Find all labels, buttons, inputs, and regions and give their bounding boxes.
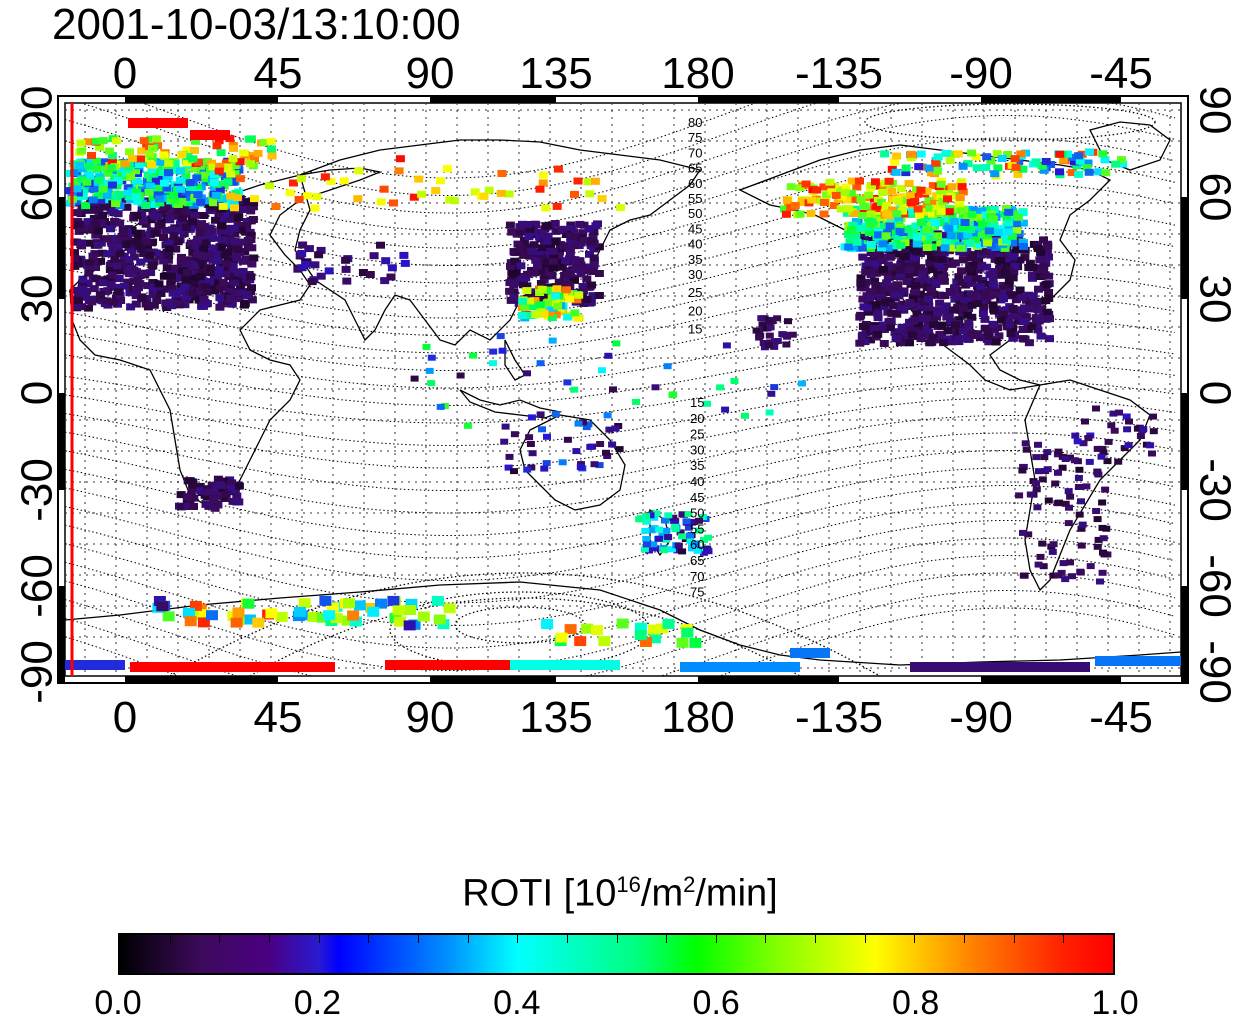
colorbar-tick	[566, 935, 568, 943]
colorbar-tick	[1013, 935, 1015, 943]
lon-tick-label-top: -135	[795, 49, 883, 98]
lon-tick-label-top: 180	[661, 49, 734, 98]
lon-tick-label-bottom: -90	[949, 693, 1013, 742]
lat-tick-label-right: -90	[1190, 640, 1239, 704]
mlat-label: 25	[688, 285, 702, 300]
roti-data-patches	[65, 118, 1181, 672]
mlat-label: 30	[690, 442, 704, 457]
lat-tick-label-left: 0	[13, 381, 62, 405]
mlat-label: 55	[688, 191, 702, 206]
mlat-label: 35	[688, 252, 702, 267]
mlat-label: 65	[690, 553, 704, 568]
lon-tick-label-bottom: 0	[113, 693, 137, 742]
lat-tick-label-left: -60	[13, 554, 62, 618]
colorbar-tick	[964, 935, 966, 943]
lat-tick-label-left: 60	[13, 173, 62, 222]
colorbar-tick	[268, 935, 270, 943]
lon-tick-label-bottom: -45	[1089, 693, 1153, 742]
colorbar-label: 0.0	[94, 984, 142, 1022]
colorbar-title: ROTI [1016/m2/min]	[462, 872, 778, 915]
lon-tick-label-top: 45	[254, 49, 303, 98]
colorbar-tick	[417, 935, 419, 943]
colorbar	[118, 933, 1115, 975]
colorbar-tick	[169, 935, 171, 943]
colorbar-label: 0.2	[293, 984, 342, 1022]
mlat-label: 15	[690, 395, 704, 410]
mlat-label: 50	[688, 206, 702, 221]
colorbar-tick	[368, 935, 370, 943]
lat-tick-label-right: 30	[1190, 275, 1239, 324]
lat-tick-label-right: 60	[1190, 173, 1239, 222]
colorbar-tick	[765, 935, 767, 943]
mlat-label: 40	[688, 237, 702, 252]
mlat-label: 65	[688, 161, 702, 176]
mlat-label: 75	[688, 130, 702, 145]
lon-tick-label-bottom: 90	[406, 693, 455, 742]
lon-tick-label-bottom: 180	[661, 693, 734, 742]
lat-tick-label-right: -30	[1190, 458, 1239, 522]
mlat-label: 55	[690, 521, 704, 536]
lat-tick-label-left: 30	[13, 275, 62, 324]
colorbar-tick	[914, 935, 916, 943]
colorbar-tick	[616, 935, 618, 943]
lon-tick-label-top: 0	[113, 49, 137, 98]
lon-tick-label-bottom: 135	[519, 693, 592, 742]
lat-tick-label-left: -90	[13, 640, 62, 704]
lat-tick-label-left: -30	[13, 458, 62, 522]
colorbar-label: 1.0	[1091, 984, 1139, 1022]
colorbar-tick	[815, 935, 817, 943]
lon-tick-label-bottom: -135	[795, 693, 883, 742]
lon-tick-label-top: -90	[949, 49, 1013, 98]
colorbar-tick	[666, 935, 668, 943]
mlat-label: 35	[690, 458, 704, 473]
colorbar-tick	[318, 935, 320, 943]
colorbar-tick	[467, 935, 469, 943]
mlat-label: 45	[690, 490, 704, 505]
mlat-label: 75	[690, 585, 704, 600]
colorbar-tick	[517, 935, 519, 943]
lat-tick-label-right: -60	[1190, 554, 1239, 618]
lat-tick-label-left: 90	[13, 86, 62, 135]
lat-tick-label-right: 0	[1190, 381, 1239, 405]
map-timestamp: 2001-10-03/13:10:00	[52, 0, 461, 49]
mlat-label: 20	[690, 411, 704, 426]
colorbar-tick	[715, 935, 717, 943]
mlat-label: 15	[688, 322, 702, 337]
lon-tick-label-top: 135	[519, 49, 592, 98]
mlat-label: 70	[690, 569, 704, 584]
mlat-label: 40	[690, 474, 704, 489]
mlat-label: 45	[688, 221, 702, 236]
mlat-label: 50	[690, 506, 704, 521]
colorbar-tick	[219, 935, 221, 943]
lat-tick-label-right: 90	[1190, 86, 1239, 135]
lon-tick-label-bottom: 45	[254, 693, 303, 742]
colorbar-label: 0.4	[493, 984, 541, 1022]
mlat-label: 60	[690, 537, 704, 552]
mlat-label: 80	[688, 115, 702, 130]
lon-tick-label-top: -45	[1089, 49, 1153, 98]
colorbar-label: 0.8	[891, 984, 940, 1022]
mlat-label: 70	[688, 145, 702, 160]
mlat-label: 30	[688, 267, 702, 282]
colorbar-label: 0.6	[692, 984, 740, 1022]
lon-tick-label-top: 90	[406, 49, 455, 98]
mlat-label: 20	[688, 303, 702, 318]
colorbar-tick	[1063, 935, 1065, 943]
mlat-label: 25	[690, 427, 704, 442]
roti-map: 8075706560555045403530252015152025303540…	[13, 49, 1240, 742]
mlat-label: 60	[688, 176, 702, 191]
colorbar-tick	[864, 935, 866, 943]
